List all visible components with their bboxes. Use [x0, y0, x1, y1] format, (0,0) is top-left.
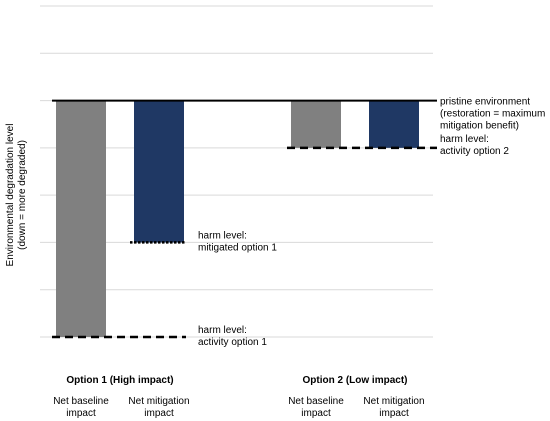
bar-1-mitigation	[134, 100, 184, 243]
harm-activity-option-1-label: harm level: activity option 1	[198, 325, 267, 348]
bars	[56, 100, 419, 337]
harm-mitigated-option-1-label: harm level: mitigated option 1	[198, 230, 277, 253]
pristine-line-label: pristine environment (restoration = maxim…	[440, 97, 545, 132]
bar-2-baseline	[291, 100, 341, 148]
category-label: Net baseline impact	[53, 396, 109, 419]
group-label-1: Option 1 (High impact)	[66, 375, 173, 386]
category-label: Net baseline impact	[288, 396, 344, 419]
bar-2-mitigation	[369, 100, 419, 148]
reference-lines	[52, 99, 437, 339]
category-label: Net mitigation impact	[363, 396, 424, 419]
group-label-2: Option 2 (Low impact)	[303, 375, 408, 386]
bar-1-baseline	[56, 100, 106, 337]
category-label: Net mitigation impact	[128, 396, 189, 419]
y-axis-label: Environmental degradation level(down = m…	[5, 124, 28, 267]
harm-activity-option-2-label: harm level: activity option 2	[440, 134, 509, 157]
labels: pristine environment (restoration = maxim…	[53, 97, 545, 419]
